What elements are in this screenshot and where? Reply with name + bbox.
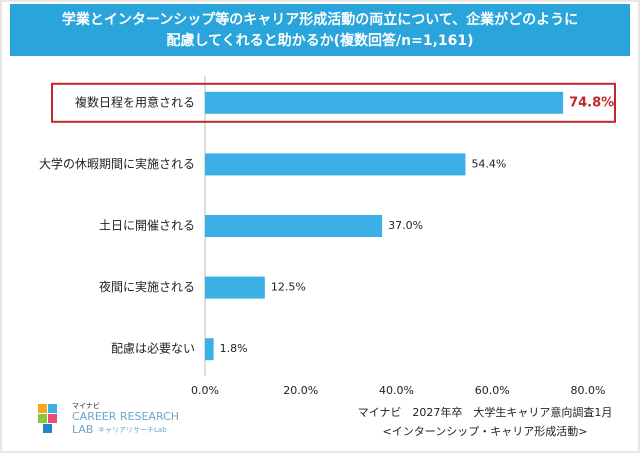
source: <インターンシップ・キャリア形成活動> <box>383 424 588 438</box>
x-tick-label: 20.0% <box>283 384 318 397</box>
x-tick-label: 80.0% <box>571 384 606 397</box>
x-tick-label: 0.0% <box>191 384 219 397</box>
logo-text: キャリアリサーチLab <box>98 426 167 434</box>
y-tick-label: 夜間に実施される <box>99 279 195 294</box>
logo-text: マイナビ <box>72 401 100 410</box>
x-tick-label: 40.0% <box>379 384 414 397</box>
logo-icon <box>38 404 57 433</box>
bar <box>205 153 466 176</box>
value-label: 54.4% <box>471 157 506 170</box>
logo-text: LAB <box>72 423 93 436</box>
value-label: 1.8% <box>220 342 248 355</box>
y-tick-label: 配慮は必要ない <box>111 342 195 356</box>
chart-title: 学業とインターンシップ等のキャリア形成活動の両立について、企業がどのように <box>62 11 578 28</box>
y-tick-label: 土日に開催される <box>99 219 195 233</box>
value-label: 12.5% <box>271 281 306 294</box>
value-label: 74.8% <box>569 95 614 110</box>
bar <box>205 276 265 299</box>
source: マイナビ 2027年卒 大学生キャリア意向調査1月 <box>358 405 613 419</box>
value-label: 37.0% <box>388 219 423 232</box>
bar <box>205 215 383 237</box>
y-tick-label: 複数日程を用意される <box>75 94 195 109</box>
logo-text: CAREER RESEARCH <box>72 410 179 423</box>
chart-title: 配慮してくれると助かるか(複数回答/n=1,161) <box>166 32 473 49</box>
x-tick-label: 60.0% <box>475 384 510 397</box>
bar <box>205 338 214 361</box>
highlight-box <box>51 82 616 123</box>
bar <box>205 91 564 114</box>
y-tick-label: 大学の休暇期間に実施される <box>39 156 195 171</box>
title-box <box>10 4 630 56</box>
